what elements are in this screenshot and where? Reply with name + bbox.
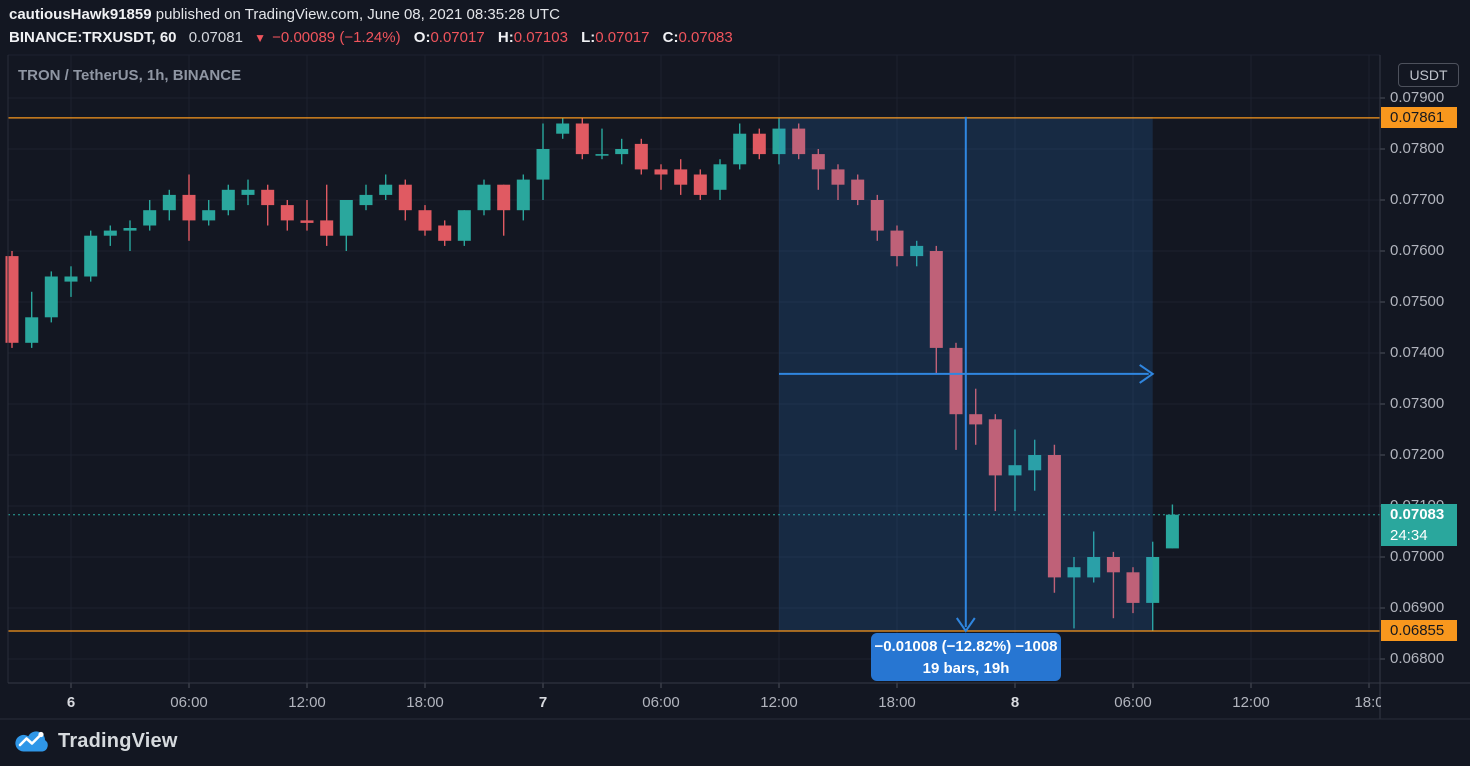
price-tick-label: 0.07600 [1390,242,1445,259]
price-line-label-low[interactable]: 0.06855 [1381,620,1457,641]
price-line-label-high[interactable]: 0.07861 [1381,107,1457,128]
price-tick-label: 0.07500 [1390,293,1445,310]
price-change: −0.00089 (−1.24%) [272,29,401,46]
time-tick-label: 06:00 [642,694,680,711]
tradingview-logo[interactable]: TradingView [13,728,178,754]
price-tick-label: 0.06800 [1390,650,1445,667]
currency-unit-button[interactable]: USDT [1398,63,1459,87]
price-tick-label: 0.06900 [1390,599,1445,616]
last-price-axis-label[interactable]: 0.07083 24:34 [1381,504,1457,546]
price-tick-label: 0.07800 [1390,140,1445,157]
close-label: C: [662,29,679,46]
measure-tool-label[interactable]: −0.01008 (−12.82%) −1008 19 bars, 19h [871,633,1061,681]
time-tick-label: 18:00 [406,694,444,711]
time-tick-label: 7 [538,694,548,711]
time-tick-label: 6 [66,694,76,711]
tradingview-logo-text: TradingView [58,729,178,752]
price-tick-label: 0.07000 [1390,548,1445,565]
measure-price-change: −0.01008 (−12.82%) −1008 [874,638,1058,655]
price-tick-label: 0.07400 [1390,344,1445,361]
time-tick-label: 12:00 [288,694,326,711]
time-tick-label: 12:00 [1232,694,1270,711]
measure-bars-duration: 19 bars, 19h [922,660,1010,677]
published-header: cautiousHawk91859 published on TradingVi… [9,6,560,23]
time-tick-label: 18:00 [878,694,916,711]
username: cautiousHawk91859 [9,6,152,23]
time-tick-label: 12:00 [760,694,798,711]
price-tick-label: 0.07300 [1390,395,1445,412]
tradingview-cloud-icon [15,731,48,752]
last-price-value: 0.07083 [1390,506,1445,523]
time-tick-label: 18:0 [1354,694,1381,711]
bar-countdown: 24:34 [1390,527,1428,544]
low-value: 0.07017 [595,29,650,46]
symbol-name[interactable]: BINANCE:TRXUSDT, 60 [9,29,177,46]
last-price: 0.07081 [188,29,243,46]
open-label: O: [413,29,431,46]
symbol-header: BINANCE:TRXUSDT, 60 0.07081 ▼ −0.00089 (… [9,29,733,46]
high-value: 0.07103 [513,29,568,46]
close-value: 0.07083 [678,29,733,46]
time-axis[interactable]: 6 06:00 12:00 18:00 7 06:00 12:00 18:00 8 06:00 12… [0,683,1381,720]
low-label: L: [581,29,596,46]
price-tick-label: 0.07900 [1390,89,1445,106]
high-label: H: [497,29,514,46]
time-tick-label: 06:00 [1114,694,1152,711]
price-tick-label: 0.07700 [1390,191,1445,208]
down-triangle-icon: ▼ [254,31,266,45]
time-tick-label: 06:00 [170,694,208,711]
price-tick-label: 0.07200 [1390,446,1445,463]
time-tick-label: 8 [1010,694,1020,711]
chart-legend-title[interactable]: TRON / TetherUS, 1h, BINANCE [18,67,242,84]
published-text: published on TradingView.com, June 08, 2… [155,6,560,23]
open-value: 0.07017 [430,29,485,46]
